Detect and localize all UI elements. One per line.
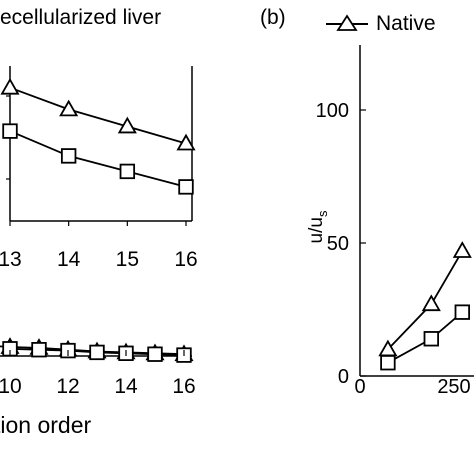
inset-x-tick-labels: 13 14 15 16 [0,221,198,271]
square-marker [454,304,471,320]
panel-a-x-tick-labels: 10 12 14 16 [0,350,196,398]
panel-a-x-tick-label: 14 [114,375,138,398]
panel-b-y-axis-label: u/us [306,210,330,243]
square-marker [147,346,163,362]
panel-b-y-tick-label: 0 [338,366,349,388]
inset-series-markers [0,77,196,195]
panel-b-y-tick-label: 100 [316,100,349,122]
square-marker [89,344,105,361]
panel-label-b: (b) [260,6,286,29]
panel-b-y-tick-labels: 0 50 100 [316,100,349,388]
panel-b-axes: u/us [306,45,474,377]
triangle-marker [452,241,472,258]
inset-x-tick-label: 13 [0,248,22,271]
legend-b-triangle-marker [336,14,358,31]
series-line-triangle [9,86,187,145]
panel-b-x-tick-labels: 0 250 [354,376,470,398]
square-marker [2,123,18,139]
panel-b-series-markers [378,241,472,371]
inset-x-tick-label: 15 [116,248,139,271]
inset-x-tick-label: 16 [174,248,197,271]
triangle-marker [0,77,20,95]
square-marker [31,341,47,358]
panel-b-x-tick-label: 0 [354,376,365,398]
series-line-square [9,130,187,188]
triangle-marker [59,99,79,117]
legend-a-label: ecellularized liver [0,6,161,29]
square-marker [60,148,77,164]
inset-x-tick-label: 14 [57,248,81,271]
legend-b: Native [326,12,436,35]
panel-a-x-tick-label: 12 [56,375,79,398]
triangle-marker [176,133,196,151]
inset-series-lines [9,86,187,188]
triangle-marker [421,294,441,312]
triangle-marker [117,116,137,134]
panel-b-x-tick-label: 250 [437,376,470,398]
inset-axes [6,66,193,222]
legend-b-label: Native [376,12,436,35]
square-marker [178,179,194,195]
square-marker [423,331,440,347]
panel-a-x-tick-label: 16 [172,375,195,398]
panel-a-x-axis-label: tion order [0,412,92,438]
panel-a-series-markers [0,337,194,363]
square-marker [119,163,136,180]
panel-a-x-tick-label: 10 [0,375,22,398]
panel-b-y-tick-label: 50 [327,233,349,255]
square-marker [380,354,396,371]
